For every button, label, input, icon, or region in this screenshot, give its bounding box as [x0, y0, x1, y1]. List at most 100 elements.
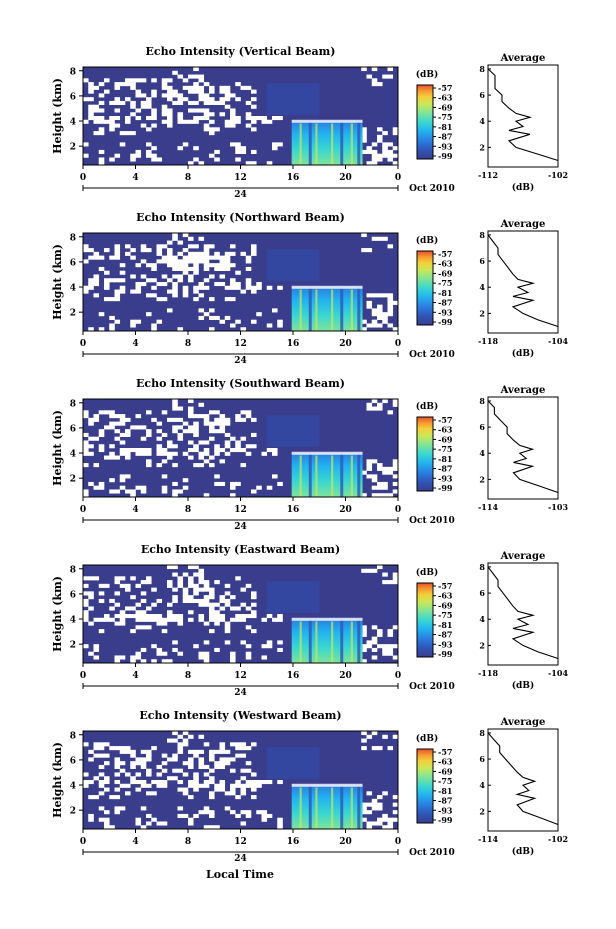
echo-gap	[357, 619, 361, 663]
bright-band	[291, 451, 363, 455]
x-tick-label: 20	[339, 505, 352, 515]
colorbar-label: (dB)	[416, 69, 438, 80]
x-tick-label: 0	[395, 505, 401, 515]
x-tick-label: 0	[80, 837, 86, 847]
echo-band	[315, 455, 318, 497]
colorbar-tick-label: -57	[438, 415, 452, 425]
y-tick-label: 2	[70, 641, 76, 651]
day-label: 24	[234, 688, 247, 698]
profile-x-tick-label: -112	[478, 170, 498, 180]
x-tick-label: 16	[287, 173, 300, 183]
echo-gap	[340, 785, 344, 829]
profile-x-label: (dB)	[512, 680, 534, 691]
colorbar-tick-label: -99	[438, 317, 453, 327]
profile-title: Average	[500, 53, 546, 64]
y-tick-label: 2	[70, 143, 76, 153]
date-label: Oct 2010	[409, 350, 455, 360]
x-tick-label: 4	[132, 173, 138, 183]
y-tick-label: 6	[70, 424, 76, 434]
faint-echo	[266, 747, 320, 779]
colorbar-tick-label: -87	[438, 132, 452, 142]
profile-line	[487, 234, 559, 328]
y-tick-label: 2	[70, 807, 76, 817]
bright-band	[291, 285, 363, 289]
colorbar-tick-label: -99	[438, 151, 453, 161]
profile-y-tick-label: 6	[479, 754, 485, 764]
profile-x-label: (dB)	[512, 182, 534, 193]
echo-gap	[340, 619, 344, 663]
x-tick-label: 0	[395, 837, 401, 847]
chart-title: Echo Intensity (Southward Beam)	[136, 377, 345, 390]
chart-title: Echo Intensity (Westward Beam)	[139, 709, 341, 722]
colorbar-tick-label: -93	[438, 307, 453, 317]
y-tick-label: 6	[70, 92, 76, 102]
x-tick-label: 12	[234, 837, 247, 847]
profile-title: Average	[500, 551, 546, 562]
echo-gap	[308, 453, 312, 497]
profile-frame	[487, 230, 559, 334]
faint-echo	[266, 581, 320, 613]
echo-band	[331, 787, 334, 829]
echo-gap	[357, 121, 361, 165]
colorbar	[416, 250, 434, 326]
echo-band	[315, 289, 318, 331]
colorbar-tick-label: -99	[438, 483, 453, 493]
x-tick-label: 16	[287, 837, 300, 847]
y-tick-label: 8	[70, 565, 76, 575]
profile-y-tick-label: 8	[479, 562, 485, 572]
colorbar-tick-label: -81	[438, 122, 452, 132]
colorbar	[416, 748, 434, 824]
profile-line	[487, 400, 559, 494]
profile-y-tick-label: 4	[479, 116, 485, 126]
x-tick-label: 8	[185, 671, 191, 681]
colorbar-tick-label: -81	[438, 288, 452, 298]
profile-title: Average	[500, 219, 546, 230]
y-axis-label: Height (km)	[51, 742, 64, 818]
y-tick-label: 6	[70, 756, 76, 766]
echo-band	[299, 621, 302, 663]
colorbar	[416, 416, 434, 492]
echo-band	[331, 289, 334, 331]
colorbar-tick-label: -99	[438, 815, 453, 825]
profile-x-tick-label: -103	[548, 502, 568, 512]
colorbar-tick-label: -69	[438, 434, 453, 444]
profile-y-tick-label: 6	[479, 422, 485, 432]
y-tick-label: 4	[70, 284, 76, 294]
colorbar-tick-label: -93	[438, 639, 453, 649]
date-label: Oct 2010	[409, 682, 455, 692]
echo-gap	[308, 619, 312, 663]
echo-band	[350, 289, 353, 331]
profile-x-tick-label: -104	[548, 668, 568, 678]
colorbar-tick-label: -75	[438, 444, 452, 454]
echo-gap	[308, 121, 312, 165]
x-axis-label: Local Time	[206, 868, 274, 881]
colorbar-tick-label: -69	[438, 102, 453, 112]
colorbar-tick-label: -63	[438, 93, 453, 103]
x-tick-label: 20	[339, 339, 352, 349]
profile-frame	[487, 396, 559, 500]
y-axis-label: Height (km)	[51, 410, 64, 486]
echo-band	[315, 787, 318, 829]
date-label: Oct 2010	[409, 848, 455, 858]
profile-line	[487, 732, 559, 826]
x-tick-label: 0	[80, 505, 86, 515]
profile-y-tick-label: 6	[479, 90, 485, 100]
missing-data-regions	[83, 731, 399, 830]
y-tick-label: 2	[70, 475, 76, 485]
x-tick-label: 20	[339, 173, 352, 183]
colorbar-label: (dB)	[416, 401, 438, 412]
colorbar-tick-label: -63	[438, 425, 453, 435]
colorbar-tick-label: -75	[438, 776, 452, 786]
chart-panel-4: Echo Intensity (Eastward Beam)2468Height…	[51, 543, 568, 698]
day-label: 24	[234, 356, 247, 366]
profile-x-tick-label: -104	[548, 336, 568, 346]
chart-title: Echo Intensity (Eastward Beam)	[141, 543, 340, 556]
y-tick-label: 8	[70, 67, 76, 77]
profile-y-tick-label: 6	[479, 256, 485, 266]
x-tick-label: 4	[132, 837, 138, 847]
y-axis-label: Height (km)	[51, 244, 64, 320]
profile-x-label: (dB)	[512, 846, 534, 857]
profile-frame	[487, 64, 559, 168]
echo-gap	[340, 121, 344, 165]
x-tick-label: 16	[287, 505, 300, 515]
